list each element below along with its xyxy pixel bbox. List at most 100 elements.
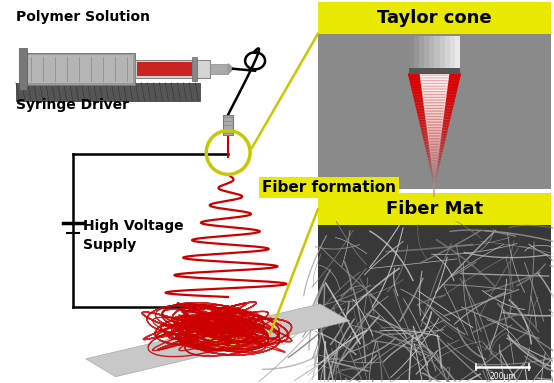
Bar <box>434 36 440 74</box>
Bar <box>16 83 200 101</box>
Polygon shape <box>433 176 435 179</box>
Polygon shape <box>408 74 460 77</box>
Text: Fiber Mat: Fiber Mat <box>386 200 483 218</box>
Polygon shape <box>421 126 448 129</box>
Polygon shape <box>409 77 460 79</box>
Polygon shape <box>429 140 440 143</box>
Polygon shape <box>431 157 438 159</box>
Polygon shape <box>433 176 437 179</box>
Text: Polymer Solution: Polymer Solution <box>16 10 150 24</box>
Polygon shape <box>427 151 442 154</box>
Polygon shape <box>433 173 436 176</box>
Bar <box>318 2 551 34</box>
Bar <box>414 36 419 74</box>
Polygon shape <box>428 157 441 159</box>
Polygon shape <box>427 129 442 132</box>
Polygon shape <box>423 134 446 137</box>
Text: 200μm: 200μm <box>489 372 516 381</box>
Bar <box>424 36 429 74</box>
Polygon shape <box>429 159 440 162</box>
Bar <box>450 36 455 74</box>
Bar <box>429 36 434 74</box>
Polygon shape <box>427 154 442 157</box>
Polygon shape <box>412 88 457 90</box>
Polygon shape <box>426 149 443 151</box>
Polygon shape <box>429 143 440 146</box>
Bar <box>318 193 551 225</box>
Polygon shape <box>424 104 445 107</box>
Polygon shape <box>430 149 439 151</box>
Bar <box>408 36 414 74</box>
Polygon shape <box>418 115 450 118</box>
Polygon shape <box>414 96 455 99</box>
Polygon shape <box>86 304 350 377</box>
Polygon shape <box>432 162 437 165</box>
Bar <box>136 60 210 78</box>
Polygon shape <box>424 101 445 104</box>
Polygon shape <box>433 170 436 173</box>
Bar <box>223 115 233 134</box>
Polygon shape <box>428 137 440 140</box>
Polygon shape <box>425 146 444 149</box>
Bar <box>419 36 424 74</box>
Polygon shape <box>427 126 442 129</box>
Polygon shape <box>414 99 454 101</box>
Bar <box>318 34 551 189</box>
Polygon shape <box>415 101 454 104</box>
Text: High Voltage
Supply: High Voltage Supply <box>83 219 183 252</box>
Polygon shape <box>426 118 443 121</box>
Polygon shape <box>425 113 444 115</box>
Polygon shape <box>421 79 448 82</box>
Polygon shape <box>420 74 449 77</box>
Polygon shape <box>429 162 440 165</box>
Bar <box>455 36 460 74</box>
Polygon shape <box>423 137 445 140</box>
Polygon shape <box>424 140 445 143</box>
Bar <box>192 57 197 81</box>
Polygon shape <box>428 134 441 137</box>
Text: Fiber formation: Fiber formation <box>262 180 396 195</box>
Polygon shape <box>424 107 444 110</box>
Bar <box>19 48 27 90</box>
Polygon shape <box>425 143 444 146</box>
Polygon shape <box>425 110 444 113</box>
Bar <box>408 68 460 74</box>
Polygon shape <box>420 124 449 126</box>
Bar <box>23 55 134 83</box>
Polygon shape <box>430 165 439 168</box>
Bar <box>21 53 136 85</box>
Polygon shape <box>416 104 453 107</box>
Polygon shape <box>418 113 452 115</box>
Polygon shape <box>431 170 438 173</box>
Polygon shape <box>423 99 445 101</box>
Polygon shape <box>412 90 456 93</box>
Polygon shape <box>431 159 438 162</box>
Polygon shape <box>425 115 443 118</box>
Text: Syringe Driver: Syringe Driver <box>16 98 129 112</box>
Polygon shape <box>411 85 458 88</box>
Circle shape <box>205 309 245 349</box>
Polygon shape <box>426 121 443 124</box>
Bar <box>210 64 228 74</box>
Bar <box>137 62 192 76</box>
Bar <box>445 36 450 74</box>
Polygon shape <box>423 93 446 96</box>
Polygon shape <box>422 132 447 134</box>
Polygon shape <box>422 129 448 132</box>
Polygon shape <box>417 110 452 113</box>
Bar <box>440 36 445 74</box>
Polygon shape <box>432 165 437 168</box>
Polygon shape <box>421 82 448 85</box>
Bar <box>318 225 551 380</box>
Polygon shape <box>419 118 450 121</box>
Polygon shape <box>228 64 233 74</box>
Polygon shape <box>411 82 458 85</box>
Polygon shape <box>422 90 447 93</box>
Polygon shape <box>430 151 439 154</box>
Polygon shape <box>428 132 441 134</box>
Polygon shape <box>410 79 459 82</box>
Polygon shape <box>423 96 446 99</box>
Polygon shape <box>413 93 456 96</box>
Polygon shape <box>432 168 437 170</box>
Polygon shape <box>419 121 449 124</box>
